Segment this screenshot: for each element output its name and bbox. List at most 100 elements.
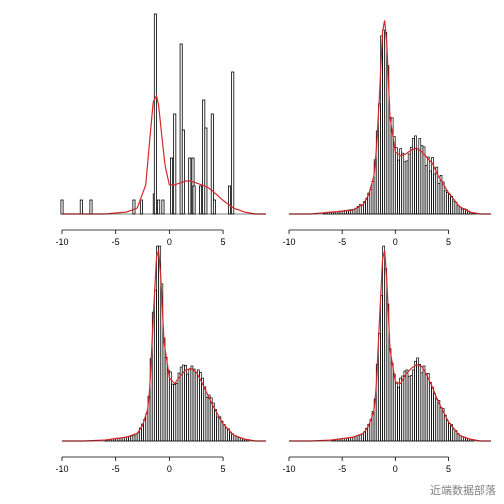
x-tick-label: 5	[221, 237, 226, 247]
x-tick-label: -10	[282, 237, 295, 247]
histogram-bar	[341, 210, 345, 215]
histogram-bar	[199, 185, 203, 215]
histogram-bar	[446, 420, 449, 442]
histogram-bar	[424, 373, 428, 442]
x-tick-label: 0	[167, 464, 172, 474]
chart-panel-4: -10 -5 0 5	[282, 245, 491, 474]
histogram-bar	[382, 29, 385, 215]
histogram-bar	[132, 434, 136, 442]
histogram-bar	[132, 199, 136, 215]
density-curve	[62, 249, 266, 442]
chart-panel-2: -10 -5 0 5	[282, 20, 491, 247]
histogram-bar	[188, 368, 192, 442]
histogram-bar	[405, 160, 409, 215]
histogram-bar	[177, 372, 181, 442]
histogram-bar	[227, 185, 231, 215]
histogram-bar	[405, 369, 409, 442]
histogram-bar	[171, 383, 174, 442]
histogram-bar	[414, 360, 417, 442]
histogram-bar	[401, 375, 405, 442]
histogram-bar	[460, 208, 464, 215]
histogram-bar	[139, 199, 143, 215]
histogram-bar	[422, 146, 426, 215]
histogram-bar	[216, 416, 220, 442]
x-tick-label: -10	[55, 237, 68, 247]
histogram-bar	[173, 113, 177, 215]
histogram-bar	[437, 400, 441, 442]
histogram-bar	[397, 386, 400, 442]
histogram-bar	[422, 365, 426, 442]
x-tick-label: -5	[112, 237, 120, 247]
histogram-bar	[426, 156, 430, 215]
histogram-bar	[448, 423, 451, 442]
histogram-bar	[390, 362, 394, 442]
histogram-bar	[350, 437, 354, 442]
histogram-bar	[156, 245, 159, 442]
histogram-bar	[337, 211, 341, 215]
histogram-bar	[429, 170, 432, 215]
histogram-bar	[407, 375, 411, 442]
histogram-bar	[205, 396, 209, 442]
histogram-bar	[416, 357, 419, 442]
histogram-bar	[380, 295, 383, 442]
histogram-bar	[212, 199, 216, 215]
histogram-bar	[184, 365, 187, 442]
histogram-bar	[214, 409, 217, 442]
histogram-bar	[222, 424, 226, 442]
histogram-bar	[395, 382, 398, 442]
histogram-bar	[401, 152, 405, 215]
histogram-bar	[426, 372, 430, 442]
histogram-bar	[201, 377, 204, 442]
histogram-bar	[145, 413, 149, 442]
histogram-bar	[192, 368, 196, 442]
histogram-bar	[179, 366, 183, 442]
histogram-bar	[170, 157, 174, 215]
histogram-bars	[104, 245, 250, 442]
histogram-bar	[153, 13, 157, 215]
density-curve	[289, 250, 491, 442]
histogram-bar	[194, 371, 198, 442]
x-tick-label: 5	[446, 237, 451, 247]
x-tick-label: -5	[338, 237, 346, 247]
histogram-bars	[60, 13, 235, 215]
histogram-bar	[403, 370, 407, 442]
histogram-bar	[439, 407, 443, 442]
x-tick-label: 5	[221, 464, 226, 474]
histogram-bar	[441, 181, 445, 215]
histogram-bar	[128, 436, 131, 442]
histogram-bar	[435, 398, 439, 442]
histogram-bar	[388, 348, 392, 442]
histogram-bar	[231, 71, 235, 215]
histogram-bar	[429, 382, 432, 442]
histogram-bar	[399, 377, 402, 442]
histogram-bar	[369, 189, 373, 215]
histogram-bar	[452, 200, 456, 215]
histogram-bar	[424, 165, 428, 215]
histogram-bar	[237, 437, 241, 442]
histogram-bar	[203, 386, 207, 442]
histogram-bar	[164, 357, 168, 442]
histogram-bars	[322, 29, 477, 215]
density-curve	[62, 94, 266, 215]
histogram-bar	[356, 435, 360, 442]
x-tick-label: 0	[167, 237, 172, 247]
x-tick-label: 0	[393, 237, 398, 247]
histogram-bar	[190, 365, 194, 442]
histogram-bar	[443, 414, 447, 442]
histogram-bar	[388, 117, 392, 215]
histogram-bar	[181, 364, 185, 442]
histogram-bar	[361, 433, 364, 442]
histogram-bar	[446, 192, 449, 215]
histogram-bar	[420, 145, 424, 215]
histogram-bar	[378, 332, 381, 442]
histogram-bar	[433, 173, 436, 215]
histogram-bar	[403, 161, 407, 215]
histogram-bar	[378, 103, 381, 215]
histogram-bar	[416, 148, 419, 215]
histogram-bar	[407, 153, 411, 215]
histogram-bar	[79, 199, 83, 215]
histogram-bars	[331, 245, 475, 442]
histogram-bar	[197, 369, 200, 442]
histogram-bar	[169, 371, 172, 442]
histogram-bar	[229, 432, 232, 442]
